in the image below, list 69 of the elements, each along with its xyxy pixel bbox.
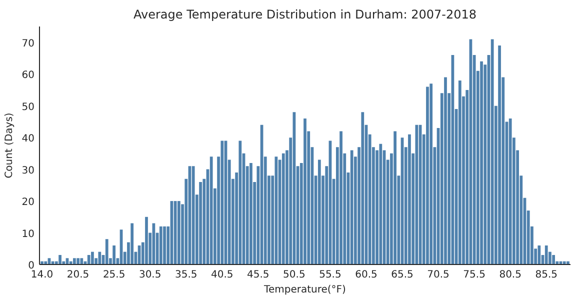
bar	[174, 201, 177, 264]
bar	[318, 160, 321, 264]
bar	[430, 84, 433, 264]
bar	[98, 252, 102, 264]
x-tick-label: 75.5	[463, 270, 486, 280]
bar	[145, 216, 148, 264]
bar	[498, 46, 501, 264]
bar	[508, 118, 512, 264]
x-tick-label: 50.5	[283, 270, 306, 280]
bar	[163, 226, 166, 264]
x-tick-label: 35.5	[174, 270, 198, 280]
bar	[91, 252, 94, 264]
bar	[361, 112, 364, 264]
y-tick-label: 40	[22, 134, 35, 145]
x-tick-label: 25.5	[102, 270, 126, 280]
chart-title: Average Temperature Distribution in Durham: 2007-2018	[134, 8, 476, 22]
bar	[544, 245, 548, 264]
bar	[220, 140, 224, 264]
x-tick-label: 65.5	[391, 270, 414, 280]
bar	[444, 77, 447, 264]
bar	[458, 80, 462, 264]
y-tick-label: 70	[22, 38, 35, 50]
bar	[426, 86, 429, 264]
x-tick-label: 85.5	[535, 270, 558, 280]
bar	[130, 223, 134, 264]
bar	[73, 258, 76, 264]
bar	[58, 254, 62, 264]
bar	[340, 131, 342, 264]
x-tick-label: 80.5	[499, 270, 522, 280]
bar	[105, 239, 108, 264]
bar	[408, 134, 411, 264]
bar	[87, 254, 90, 264]
bar	[282, 153, 285, 264]
bar	[192, 166, 195, 264]
bar	[199, 182, 202, 264]
bar	[112, 245, 116, 264]
x-tick-label: 40.5	[211, 270, 234, 280]
y-tick-label: 30	[22, 165, 35, 176]
x-tick-label: 60.5	[355, 270, 378, 280]
x-axis-title: Temperature(°F)	[263, 284, 346, 296]
bar	[552, 254, 556, 264]
bar	[76, 258, 80, 264]
y-tick-label: 0	[28, 260, 35, 272]
bar	[350, 150, 354, 264]
x-tick-label: 30.5	[138, 270, 162, 280]
bar	[238, 140, 242, 264]
y-tick-label: 50	[22, 102, 35, 113]
bar	[490, 39, 494, 264]
bar	[538, 245, 541, 264]
x-tick-label: 45.5	[247, 270, 270, 280]
x-tick-label: 20.5	[66, 270, 90, 280]
x-tick-label: 55.5	[319, 270, 342, 280]
y-tick-label: 60	[22, 70, 35, 82]
bar	[379, 144, 382, 264]
y-axis-title: Count (Days)	[4, 112, 15, 178]
bar	[80, 258, 84, 264]
bar	[394, 131, 396, 264]
x-tick-label: 14.0	[30, 270, 54, 280]
bar	[304, 118, 306, 264]
bar	[480, 61, 483, 264]
bar	[177, 201, 180, 264]
bar	[415, 124, 418, 264]
y-tick-label: 20	[22, 197, 35, 208]
bar	[210, 156, 213, 264]
x-tick-label: 70.5	[427, 270, 450, 280]
bar	[250, 162, 252, 264]
bar	[159, 226, 162, 264]
y-tick-label: 10	[22, 228, 35, 240]
bar	[274, 156, 278, 264]
